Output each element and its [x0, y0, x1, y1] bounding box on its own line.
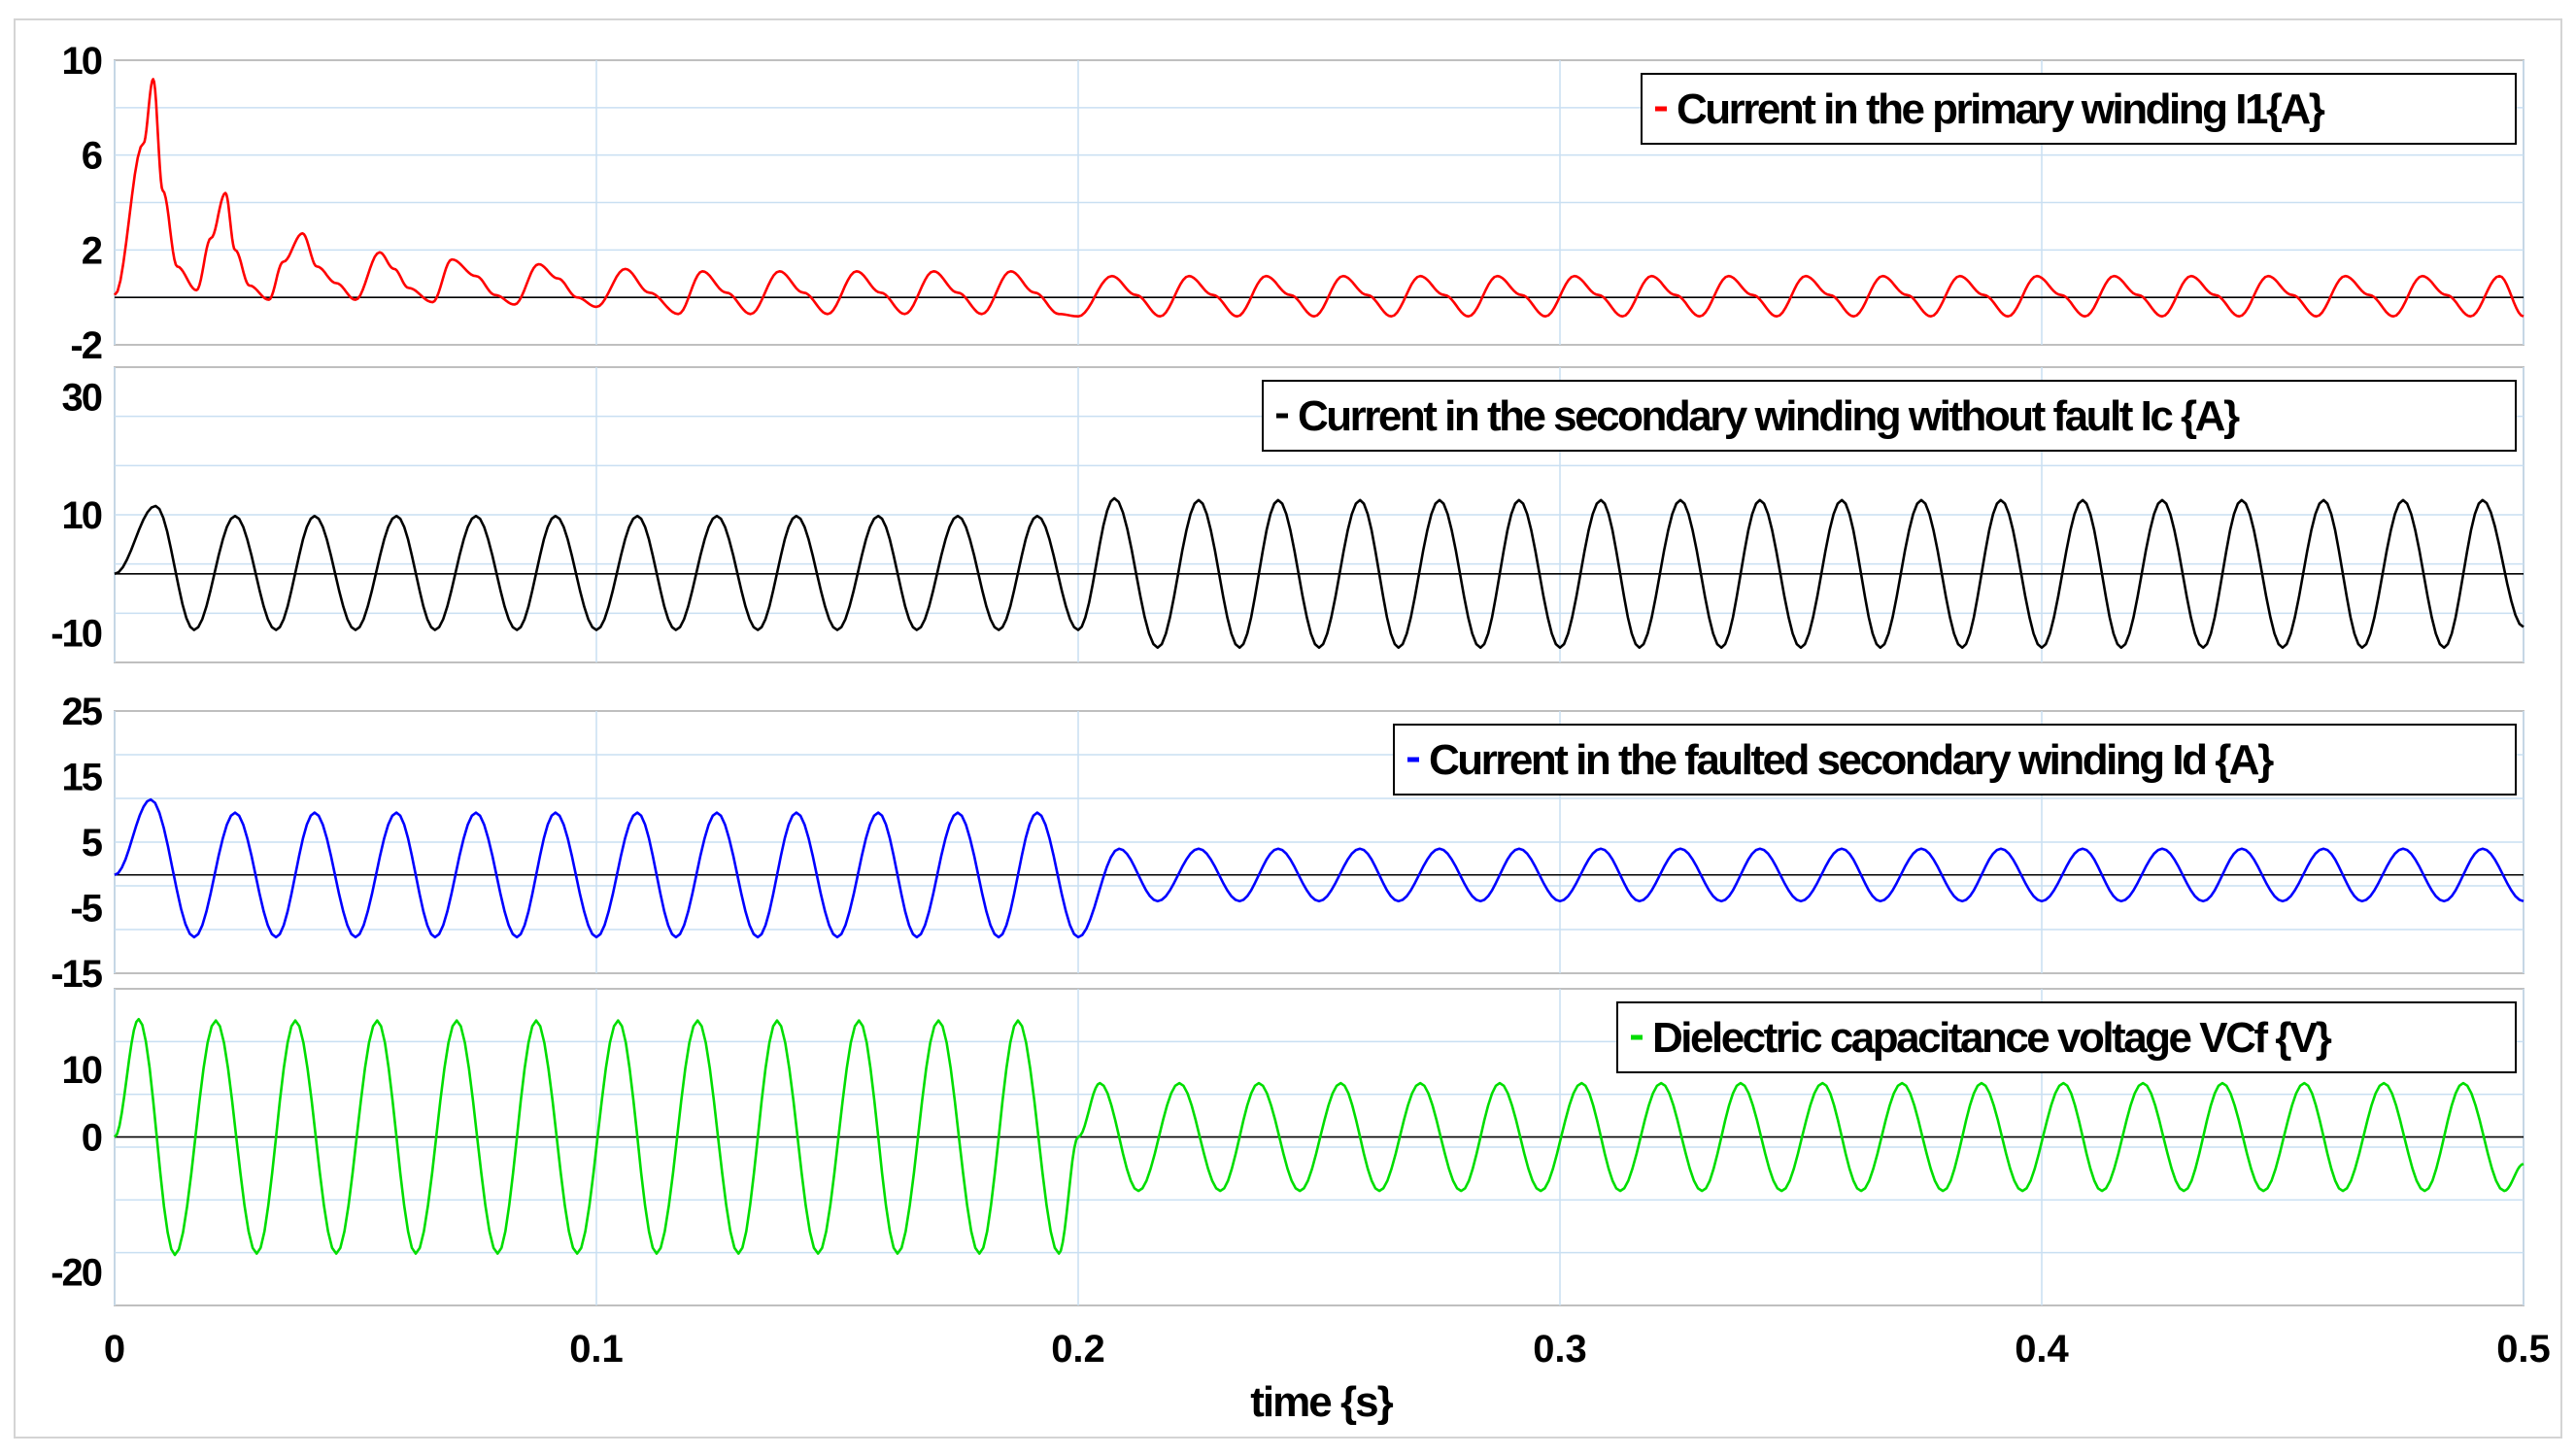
y-tick-label: 10 [62, 494, 102, 537]
panel-1: 10 6 2 -2 Current in the primary winding I1{… [62, 40, 2524, 367]
y-tick-label: 10 [62, 40, 102, 83]
y-tick-label: 6 [82, 135, 102, 178]
legend-box [1616, 1001, 2517, 1073]
y-tick-label: 10 [62, 1049, 102, 1092]
x-tick-label: 0.2 [1051, 1328, 1105, 1371]
legend-box [1262, 380, 2517, 452]
legend-box [1641, 73, 2517, 145]
y-tick-label: -15 [51, 953, 103, 996]
y-tick-label: 0 [82, 1117, 102, 1160]
legend-label: Current in the primary winding I1{A} [1677, 85, 2325, 133]
y-tick-label: 25 [62, 691, 103, 733]
y-tick-label: 5 [82, 822, 103, 864]
x-tick-label: 0.4 [2015, 1328, 2069, 1371]
series-line [114, 1017, 2524, 1257]
panel-2: 30 10 -10 Current in the secondary winding … [51, 366, 2524, 663]
legend-label: Dielectric capacitance voltage VCf {V} [1652, 1014, 2332, 1062]
series-line [114, 797, 2524, 939]
x-axis-label: time {s} [1250, 1378, 1393, 1426]
x-axis: 0 0.1 0.2 0.3 0.4 0.5 [104, 1328, 2551, 1371]
legend-label: Current in the secondary winding without… [1298, 392, 2240, 440]
legend-box [1393, 724, 2517, 796]
series-line [113, 78, 2524, 318]
x-tick-label: 0 [104, 1328, 125, 1371]
panel-3: 25 15 5 -5 -15 Current in the faulted seconda… [51, 691, 2524, 996]
legend-label: Current in the faulted secondary winding… [1429, 736, 2274, 784]
x-tick-label: 0.3 [1533, 1328, 1587, 1371]
y-tick-label: -10 [51, 613, 102, 656]
y-tick-label: 15 [62, 757, 103, 799]
y-tick-label: -20 [51, 1251, 102, 1294]
series-line [114, 496, 2524, 650]
y-tick-label: 30 [62, 376, 102, 419]
y-tick-label: 2 [82, 229, 102, 272]
panels: 10 6 2 -2 Current in the primary winding I1{… [51, 40, 2524, 1306]
x-tick-label: 0.5 [2496, 1328, 2551, 1371]
y-tick-label: -5 [70, 888, 102, 931]
y-tick-label: -2 [70, 324, 101, 367]
x-tick-label: 0.1 [569, 1328, 624, 1371]
panel-4: 10 0 -20 Dielectric capacitance voltage VCf… [51, 988, 2524, 1306]
